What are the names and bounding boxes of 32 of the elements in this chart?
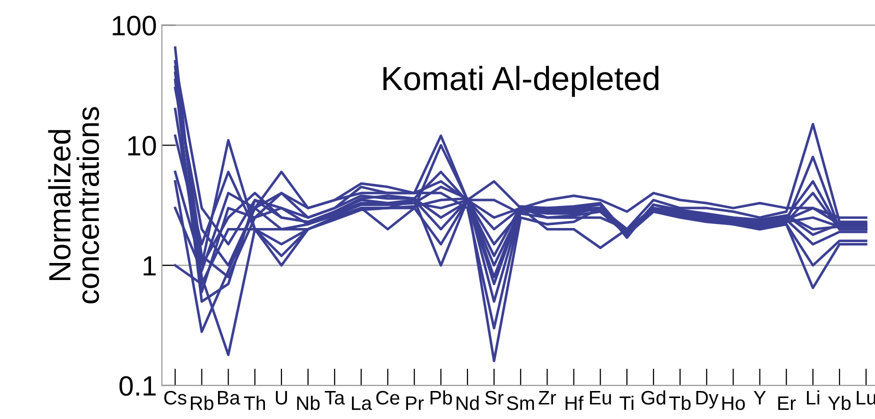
x-tick-label: Tb xyxy=(669,396,691,410)
x-tick-label: Nd xyxy=(456,396,479,410)
x-tick-label: Pb xyxy=(430,390,452,405)
x-tick-label: Li xyxy=(806,390,820,404)
x-tick-label: Dy xyxy=(696,391,718,408)
y-tick-label: 0.1 xyxy=(119,376,156,396)
x-tick-label: U xyxy=(276,391,287,405)
x-tick-label: Nb xyxy=(297,396,320,410)
x-tick-label: Ce xyxy=(376,390,400,405)
x-tick-label: Gd xyxy=(642,390,666,405)
x-tick-label: Sm xyxy=(506,396,534,410)
x-tick-label: Ti xyxy=(620,396,634,410)
y-axis-title: Normalized concentrations xyxy=(48,107,100,304)
x-tick-label: Hf xyxy=(566,396,584,410)
x-tick-label: Zr xyxy=(538,391,556,404)
y-tick-label: 10 xyxy=(128,136,156,156)
text: Komati Al-depleted xyxy=(383,66,658,97)
x-tick-label: Ta xyxy=(324,391,345,405)
x-tick-label: Pr xyxy=(406,396,424,410)
x-tick-label: Yb xyxy=(828,396,851,410)
x-tick-label: Sr xyxy=(485,390,504,405)
x-tick-label: Y xyxy=(754,391,766,404)
x-tick-label: La xyxy=(352,396,372,410)
x-tick-label: Cs xyxy=(164,390,186,405)
y-tick-label: 100 xyxy=(112,16,156,36)
y-tick-label: 1 xyxy=(144,256,156,276)
x-tick-label: Eu xyxy=(590,391,611,405)
x-tick-label: Ho xyxy=(722,396,745,410)
x-tick-label: Th xyxy=(244,396,265,410)
x-tick-label: Er xyxy=(778,396,796,410)
x-tick-label: Ba xyxy=(218,391,240,405)
x-tick-label: Rb xyxy=(190,396,214,410)
